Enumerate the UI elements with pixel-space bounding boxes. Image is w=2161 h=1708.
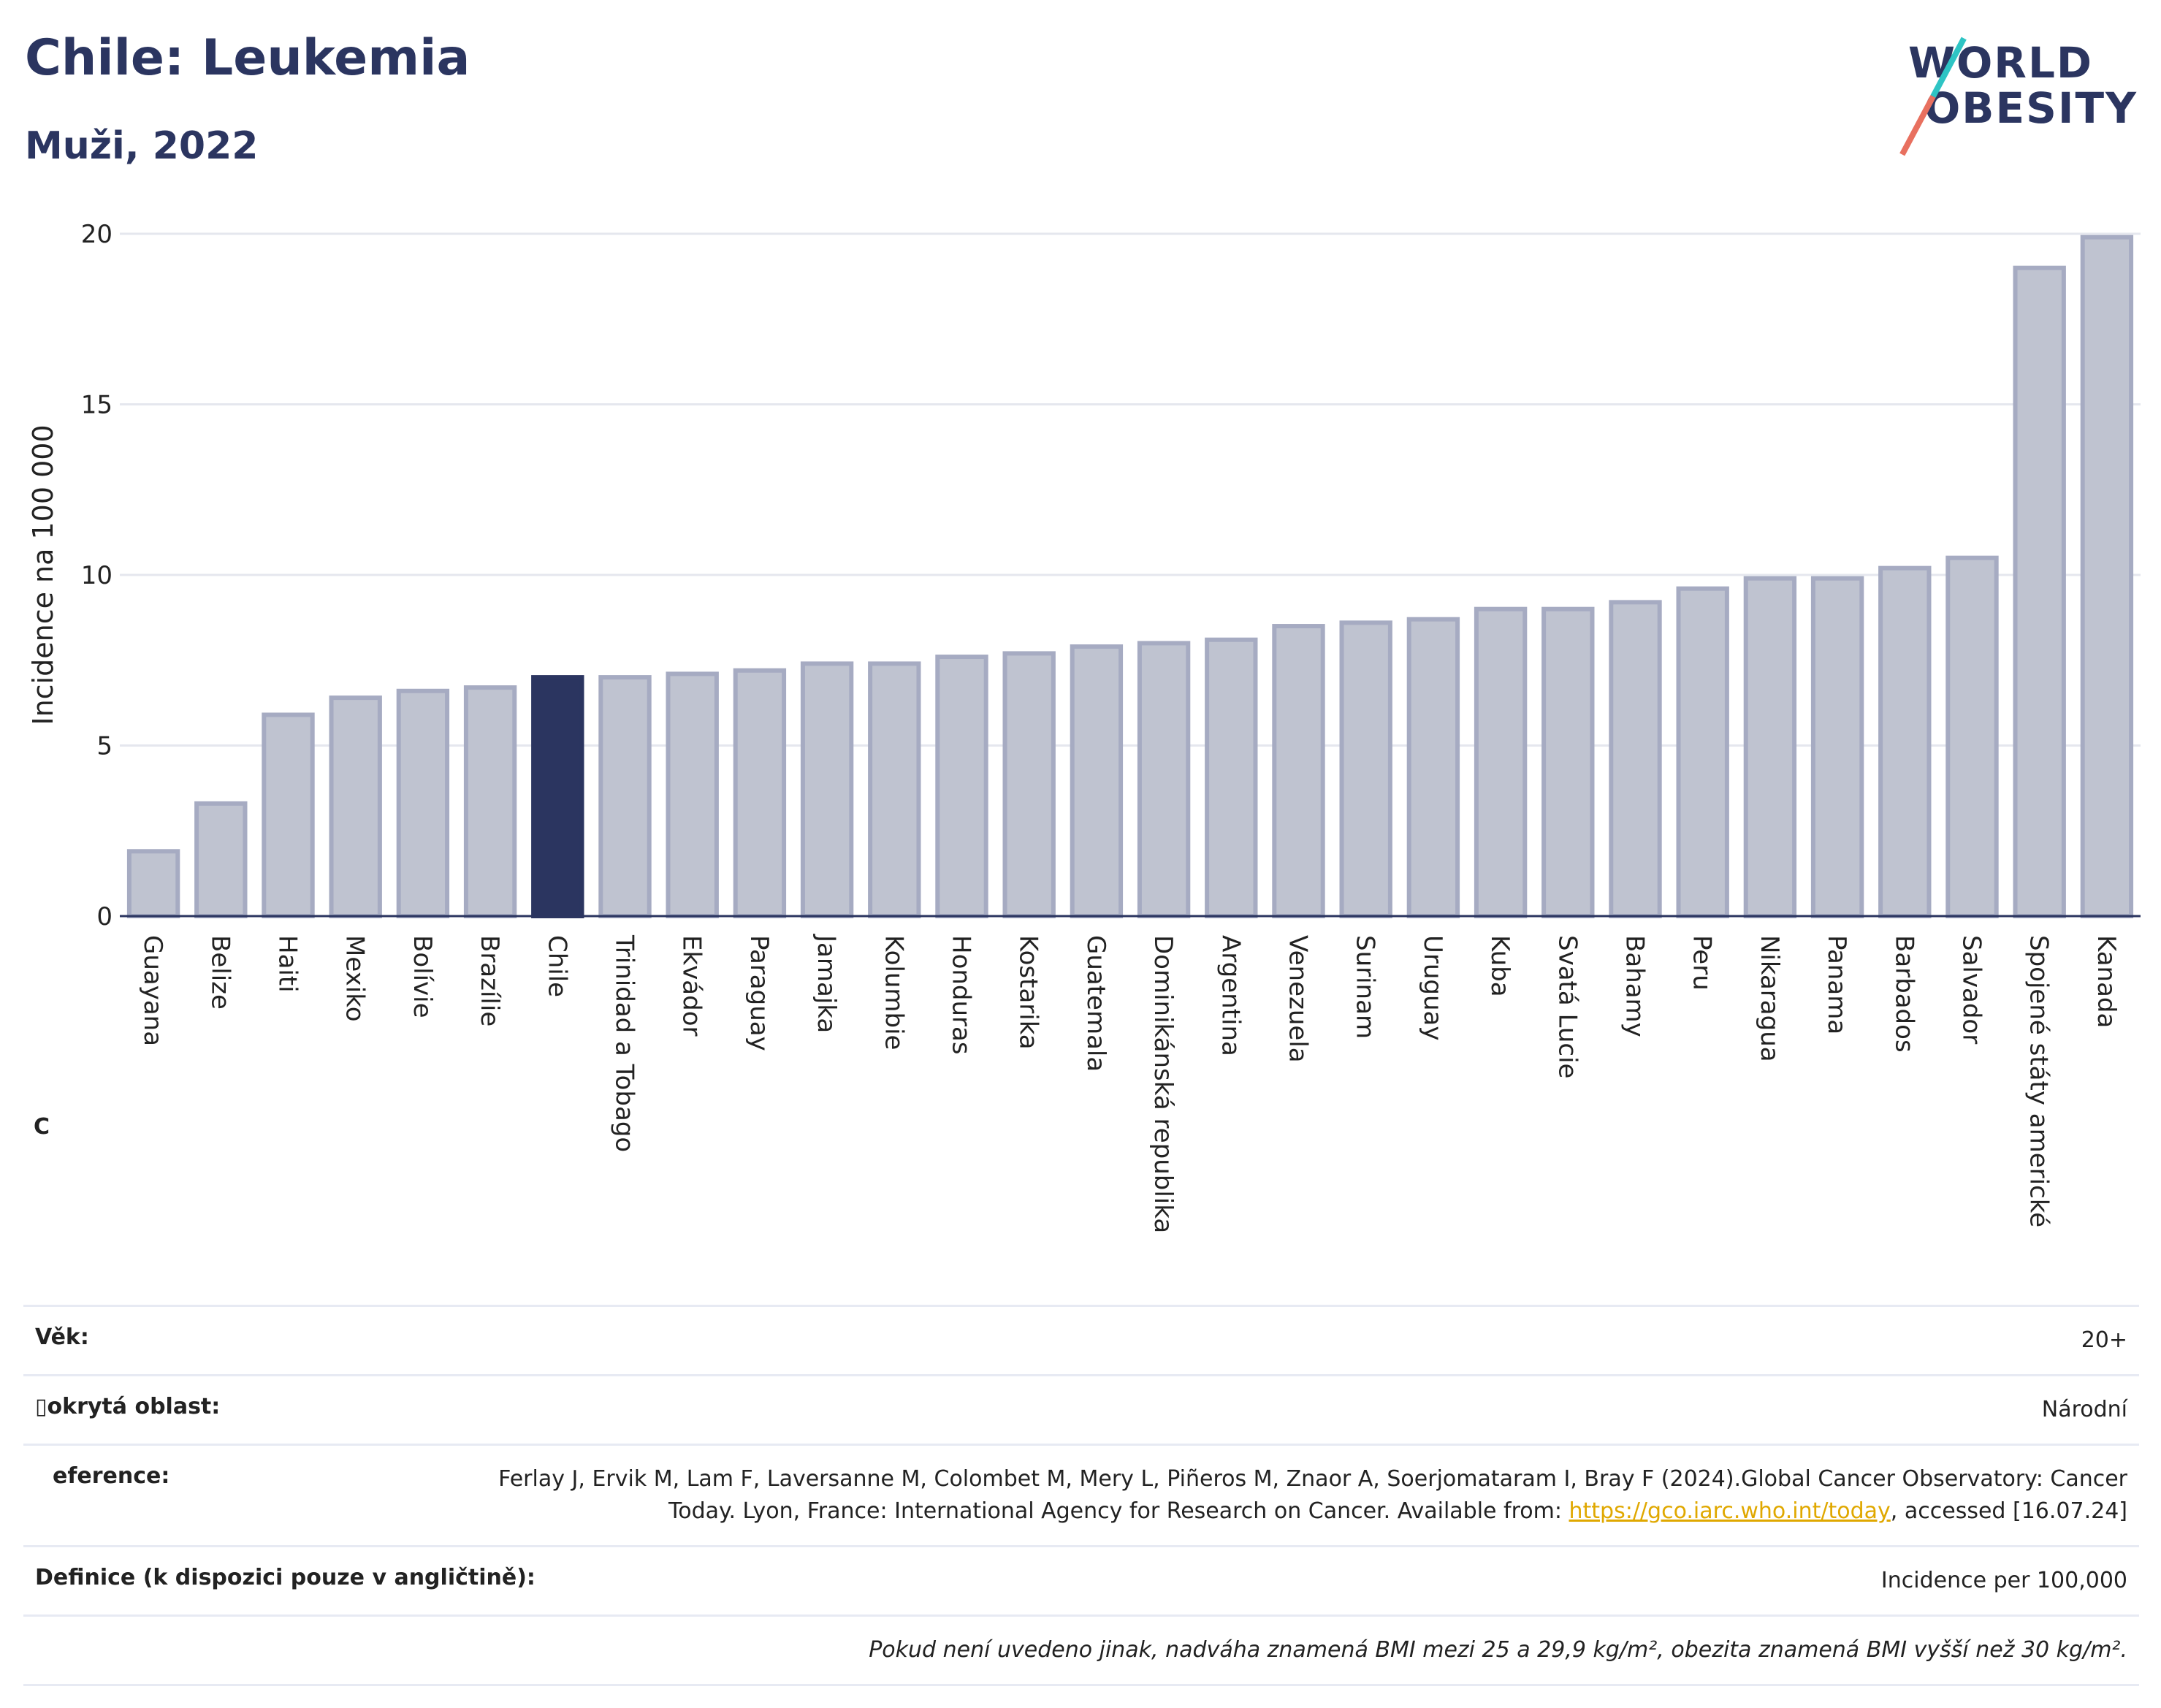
bar — [1541, 606, 1595, 918]
definition-label: Definice (k dispozici pouze v angličtině… — [35, 1565, 536, 1590]
info-row-age: Věk: 20+ — [23, 1305, 2139, 1374]
x-tick-label: Guayana — [138, 935, 167, 1046]
definition-value: Incidence per 100,000 — [1880, 1568, 2127, 1593]
bar — [1743, 576, 1797, 918]
reference-text: Ferlay J, Ervik M, Lam F, Laversanne M, … — [498, 1466, 2127, 1524]
bar — [800, 661, 854, 918]
bar — [1137, 641, 1191, 919]
bar — [733, 668, 787, 918]
bar — [1945, 555, 1999, 919]
bar — [1406, 617, 1460, 919]
bar — [1002, 651, 1056, 918]
bar — [1474, 606, 1528, 918]
x-tick-label: Dominikánská republika — [1148, 935, 1178, 1233]
bar — [1070, 644, 1124, 918]
y-axis-label: Incidence na 100 000 — [27, 424, 59, 725]
x-tick-label: Kostarika — [1014, 935, 1043, 1050]
bar — [396, 688, 450, 919]
bar-chart: 0 5 10 15 20 Incidence na 100 000 Guayana Beliz… — [27, 220, 2141, 1233]
x-tick-label: Bahamy — [1620, 935, 1650, 1037]
bar — [262, 712, 315, 918]
x-tick-label: Salvador — [1957, 935, 1986, 1044]
reference-value: Ferlay J, Ervik M, Lam F, Laversanne M, … — [447, 1463, 2127, 1528]
bar — [935, 655, 988, 919]
bar — [1609, 600, 1662, 918]
x-tick-label: Nikaragua — [1755, 935, 1784, 1062]
bar — [1810, 576, 1864, 918]
x-tick-label: Svatá Lucie — [1552, 935, 1582, 1078]
bar — [868, 661, 921, 918]
bar — [329, 695, 382, 918]
age-value: 20+ — [2081, 1327, 2127, 1353]
x-tick-label: Panama — [1822, 935, 1851, 1034]
bar — [1878, 565, 1932, 918]
x-tick-label: Kolumbie — [879, 935, 908, 1050]
logo-line2: OBESITY — [1924, 83, 2138, 133]
chart-footnote-marker: C — [34, 1114, 50, 1140]
bmi-note: Pokud není uvedeno jinak, nadváha znamen… — [869, 1637, 2127, 1663]
y-tick-label: 10 — [81, 561, 113, 590]
age-label: Věk: — [35, 1324, 89, 1350]
x-tick-label: Haiti — [273, 935, 302, 993]
page-subtitle: Muži, 2022 — [25, 124, 259, 168]
info-row-reference: eference: Ferlay J, Ervik M, Lam F, Lave… — [23, 1444, 2139, 1545]
world-obesity-logo: WORLD OBESITY — [1899, 37, 2149, 156]
x-tick-label: Mexiko — [340, 935, 370, 1022]
area-value: Národní — [2041, 1397, 2127, 1422]
bar — [463, 685, 517, 918]
y-tick-label: 0 — [96, 902, 113, 931]
x-tick-label: Kanada — [2092, 935, 2121, 1028]
bar — [2080, 235, 2134, 919]
reference-label: eference: — [53, 1463, 170, 1489]
x-tick-label: Kuba — [1485, 935, 1514, 997]
reference-link[interactable]: https://gco.iarc.who.int/today — [1569, 1498, 1891, 1524]
reference-accessed: , accessed [16.07.24] — [1890, 1498, 2127, 1524]
bar — [194, 801, 248, 919]
area-label: ▯okrytá oblast: — [35, 1394, 220, 1419]
x-tick-label: Honduras — [947, 935, 976, 1055]
x-tick-label: Venezuela — [1284, 935, 1313, 1063]
x-tick-label: Peru — [1688, 935, 1717, 991]
x-tick-label: Spojené státy americké — [2024, 935, 2054, 1227]
bar — [666, 671, 719, 918]
x-tick-label: Paraguay — [744, 935, 774, 1051]
bar — [126, 849, 180, 919]
bar — [598, 675, 652, 918]
x-tick-label: Barbados — [1889, 935, 1918, 1053]
info-row-note: Pokud není uvedeno jinak, nadváha znamen… — [23, 1614, 2139, 1686]
logo-line1: WORLD — [1908, 38, 2094, 88]
bar — [531, 675, 584, 918]
x-tick-label: Jamajka — [812, 934, 841, 1033]
x-tick-label: Chile — [542, 935, 571, 997]
bar — [1339, 620, 1392, 918]
bar — [2013, 265, 2066, 918]
y-tick-label: 15 — [81, 391, 113, 420]
bar — [1676, 586, 1729, 918]
x-tick-label: Guatemala — [1081, 935, 1110, 1072]
page-title: Chile: Leukemia — [25, 29, 470, 87]
missing-glyph-icon: ▯ — [35, 1394, 47, 1419]
x-tick-label: Trinidad a Tobago — [610, 934, 639, 1152]
y-tick-label: 5 — [96, 732, 113, 761]
x-tick-label: Bolívie — [408, 935, 437, 1018]
x-tick-label: Argentina — [1216, 935, 1245, 1056]
x-tick-label: Surinam — [1351, 935, 1380, 1039]
info-row-definition: Definice (k dispozici pouze v angličtině… — [23, 1545, 2139, 1614]
info-row-area: ▯okrytá oblast: Národní — [23, 1374, 2139, 1444]
x-tick-label: Uruguay — [1418, 935, 1447, 1041]
x-tick-label: Belize — [205, 935, 235, 1010]
x-tick-label: Brazílie — [475, 935, 504, 1026]
bar — [1272, 624, 1325, 918]
area-label-text: okrytá oblast: — [47, 1394, 221, 1419]
x-tick-label: Ekvádor — [677, 935, 706, 1037]
bar — [1205, 637, 1258, 918]
info-table: Věk: 20+ ▯okrytá oblast: Národní eferenc… — [23, 1305, 2139, 1686]
y-tick-label: 20 — [81, 220, 113, 249]
